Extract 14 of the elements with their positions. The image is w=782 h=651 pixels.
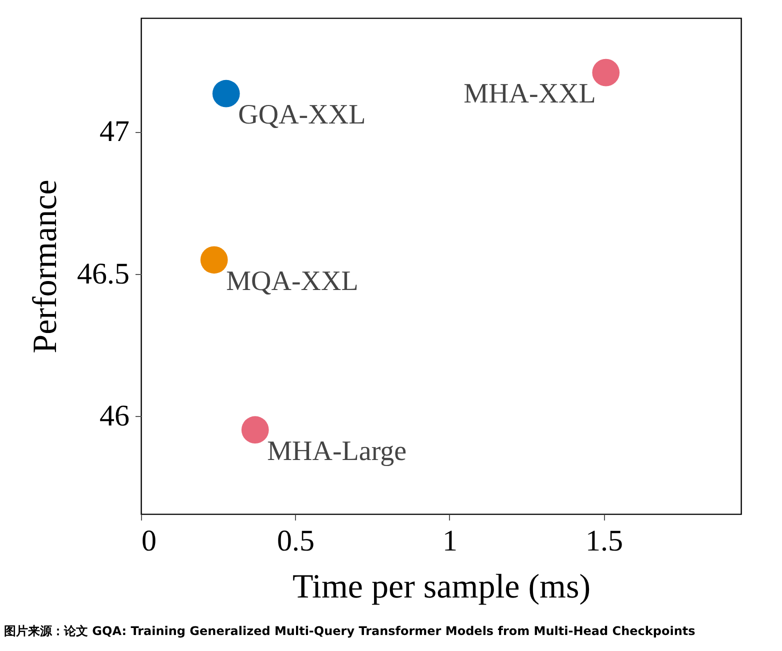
series-label: GQA-XXL <box>238 100 366 131</box>
x-axis-title: Time per sample (ms) <box>292 568 591 606</box>
y-tick-label: 46.5 <box>77 257 130 290</box>
y-tick-label: 46 <box>100 399 130 432</box>
series-label: MHA-Large <box>267 436 407 467</box>
x-tick-label: 0 <box>142 524 156 558</box>
text: 图片来源：论文 GQA: Training Generalized Multi-Query Transformer Models from Multi-Head Checkpoints <box>4 624 696 638</box>
x-tick-label: 0.5 <box>276 524 314 558</box>
x-tick-label: 1 <box>442 524 458 558</box>
y-axis-title: Performance <box>27 180 64 354</box>
x-tick-label: 1.5 <box>585 524 623 558</box>
series-label: MHA-XXL <box>464 78 596 110</box>
series-label: MQA-XXL <box>226 266 358 297</box>
y-tick-label: 47 <box>100 115 130 148</box>
